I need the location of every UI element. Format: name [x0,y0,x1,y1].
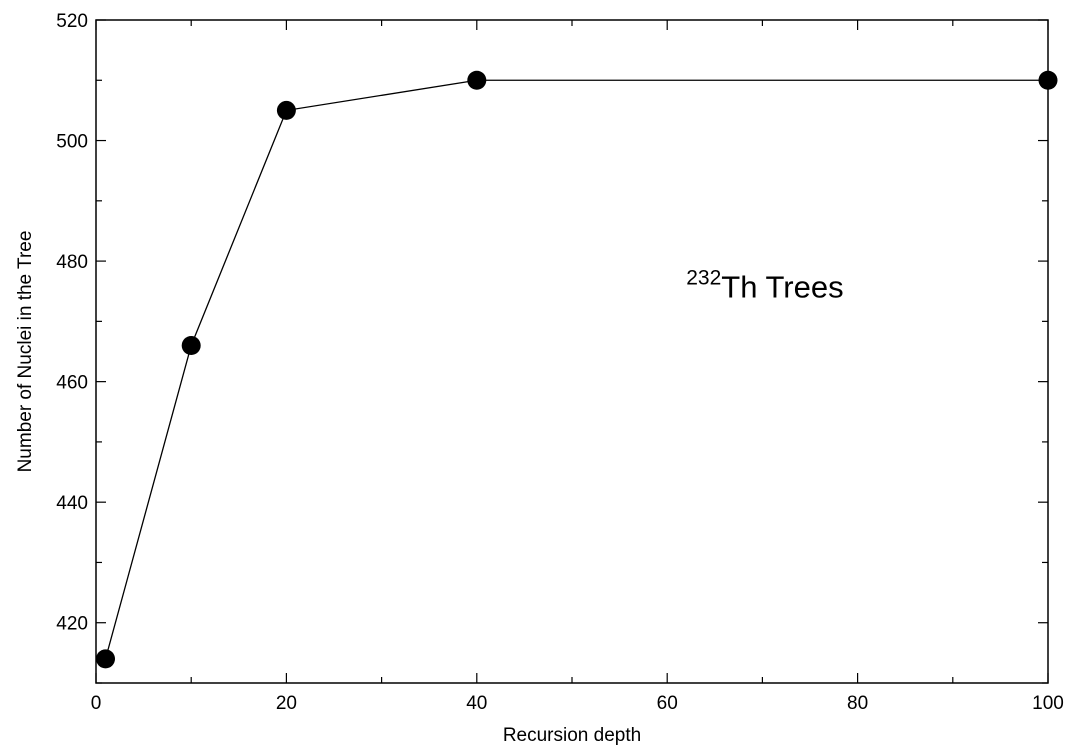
x-axis-title: Recursion depth [503,725,641,746]
data-point [276,100,296,120]
data-series [96,70,1058,669]
y-tick-label: 420 [56,614,88,635]
data-point [467,70,487,90]
x-tick-label: 100 [1032,693,1064,714]
x-tick-label: 40 [466,693,487,714]
x-tick-label: 80 [847,693,868,714]
y-tick-label: 440 [56,493,88,514]
axis-ticks [95,19,1049,684]
tick-labels: 0 20 40 60 80 100 420 440 460 480 500 520 [56,11,1064,714]
y-tick-label: 480 [56,252,88,273]
x-tick-label: 0 [91,693,102,714]
data-point [1038,70,1058,90]
annotation-text: Th Trees [721,269,843,304]
annotation-label: 232Th Trees [686,266,843,304]
annotation-superscript: 232 [686,266,721,289]
y-tick-label: 460 [56,373,88,394]
y-tick-label: 520 [56,11,88,32]
data-point [96,649,116,669]
y-axis-title: Number of Nuclei in the Tree [15,231,36,473]
data-point [181,335,201,355]
x-tick-label: 20 [276,693,297,714]
plot-frame [95,19,1049,684]
y-tick-label: 500 [56,132,88,153]
series-line [104,79,1048,660]
x-tick-label: 60 [657,693,678,714]
